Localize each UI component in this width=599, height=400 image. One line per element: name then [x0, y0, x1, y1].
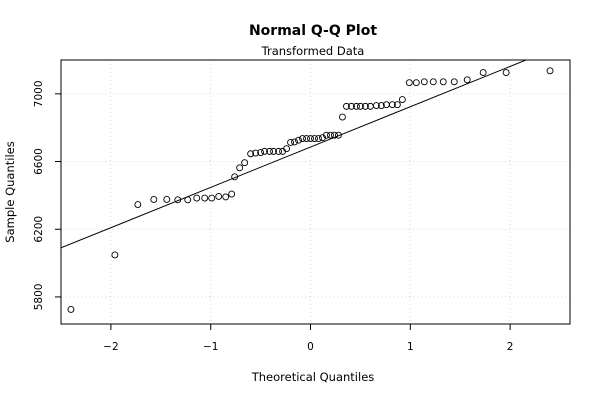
data-point-28 — [299, 135, 306, 142]
data-point-48 — [388, 101, 396, 109]
data-point-56 — [450, 78, 458, 86]
y-tick-label-1: 6200 — [33, 216, 45, 243]
grid — [61, 60, 570, 324]
data-point-19 — [261, 147, 269, 155]
y-tick-label-2: 6600 — [33, 148, 45, 175]
x-axis-title: Theoretical Quantiles — [251, 370, 375, 384]
data-point-55 — [439, 78, 447, 86]
data-point-45 — [372, 102, 380, 109]
data-point-20 — [266, 147, 274, 155]
chart-title: Normal Q-Q Plot — [249, 23, 377, 39]
data-point-13 — [231, 173, 239, 181]
plot-frame — [60, 59, 571, 325]
data-point-40 — [347, 102, 355, 110]
data-point-18 — [257, 149, 265, 157]
data-point-11 — [222, 193, 230, 201]
data-point-49 — [393, 101, 401, 109]
data-point-8 — [201, 194, 209, 202]
data-point-14 — [236, 164, 244, 172]
data-point-12 — [228, 190, 236, 198]
data-point-3 — [150, 195, 158, 203]
data-point-9 — [208, 194, 216, 202]
data-point-58 — [479, 69, 487, 76]
data-point-39 — [342, 102, 350, 110]
data-point-27 — [295, 136, 302, 144]
data-point-50 — [398, 96, 406, 104]
data-point-53 — [420, 78, 428, 86]
data-point-36 — [331, 131, 338, 139]
data-point-34 — [323, 131, 330, 139]
data-point-10 — [215, 192, 223, 200]
data-point-7 — [193, 194, 201, 202]
data-point-59 — [502, 69, 510, 76]
axes: −2 −1 0 1 2 5800 6200 6600 7000 — [33, 80, 513, 353]
data-point-16 — [247, 150, 255, 158]
y-tick-label-3: 7000 — [33, 80, 45, 107]
data-points — [67, 67, 554, 313]
data-point-54 — [429, 78, 437, 86]
x-tick-label-1: −1 — [203, 341, 218, 353]
data-point-42 — [356, 102, 364, 110]
data-point-22 — [275, 147, 283, 155]
data-point-60 — [546, 67, 554, 75]
data-point-17 — [252, 149, 260, 157]
data-point-15 — [241, 159, 249, 167]
data-point-43 — [361, 102, 369, 110]
data-point-6 — [184, 196, 192, 204]
data-point-31 — [311, 135, 318, 142]
data-point-1 — [111, 251, 119, 259]
data-point-52 — [412, 79, 420, 87]
data-point-21 — [270, 147, 278, 155]
data-point-25 — [287, 138, 294, 146]
data-point-51 — [405, 79, 413, 87]
data-point-24 — [283, 145, 291, 153]
data-point-41 — [352, 102, 360, 110]
x-tick-label-2: 0 — [307, 341, 314, 353]
x-tick-label-3: 1 — [407, 341, 414, 353]
x-tick-label-4: 2 — [507, 341, 514, 353]
data-point-30 — [307, 135, 314, 142]
data-point-26 — [291, 138, 298, 146]
y-tick-label-0: 5800 — [33, 284, 45, 311]
data-point-57 — [463, 76, 471, 84]
y-axis-title: Sample Quantiles — [3, 141, 17, 242]
data-point-5 — [174, 196, 182, 204]
data-point-0 — [67, 305, 75, 313]
chart-subtitle: Transformed Data — [261, 44, 365, 58]
data-point-37 — [335, 131, 342, 139]
data-point-32 — [315, 135, 322, 142]
data-point-38 — [338, 113, 346, 121]
data-point-29 — [303, 135, 310, 142]
reference-line-group — [61, 60, 528, 249]
x-tick-label-0: −2 — [103, 341, 118, 353]
data-point-2 — [134, 201, 142, 208]
data-point-46 — [377, 102, 385, 109]
data-point-35 — [327, 131, 334, 139]
data-point-4 — [163, 195, 171, 203]
reference-line — [61, 60, 528, 249]
